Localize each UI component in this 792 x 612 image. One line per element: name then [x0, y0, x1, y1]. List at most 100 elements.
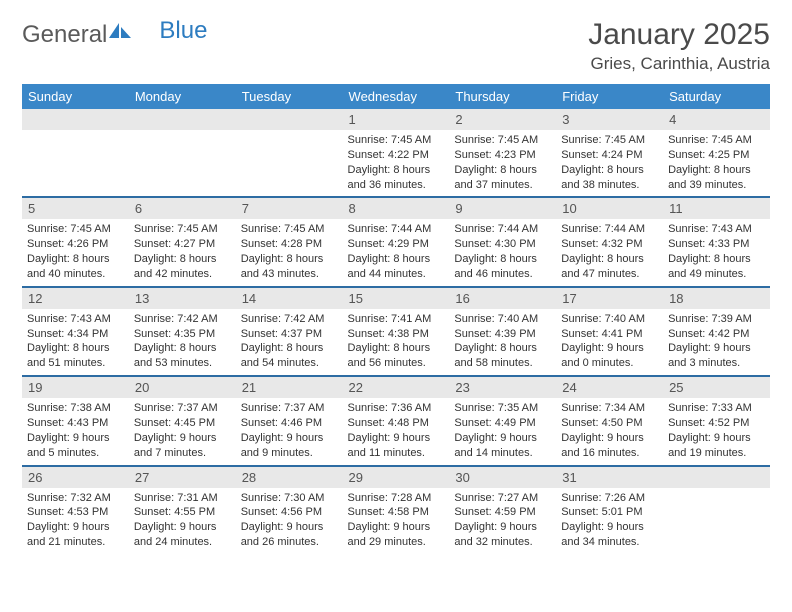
day-number: 30	[449, 467, 556, 488]
day-number: 9	[449, 198, 556, 219]
calendar-cell: 22Sunrise: 7:36 AMSunset: 4:48 PMDayligh…	[343, 376, 450, 465]
calendar-cell: 1Sunrise: 7:45 AMSunset: 4:22 PMDaylight…	[343, 109, 450, 197]
day-details: Sunrise: 7:45 AMSunset: 4:28 PMDaylight:…	[236, 219, 343, 285]
day-details: Sunrise: 7:36 AMSunset: 4:48 PMDaylight:…	[343, 398, 450, 464]
day-number: 20	[129, 377, 236, 398]
calendar-cell: 25Sunrise: 7:33 AMSunset: 4:52 PMDayligh…	[663, 376, 770, 465]
day-number: 28	[236, 467, 343, 488]
day-details: Sunrise: 7:44 AMSunset: 4:30 PMDaylight:…	[449, 219, 556, 285]
day-number: 21	[236, 377, 343, 398]
calendar-cell: 8Sunrise: 7:44 AMSunset: 4:29 PMDaylight…	[343, 197, 450, 286]
day-number: 2	[449, 109, 556, 130]
calendar-cell: 11Sunrise: 7:43 AMSunset: 4:33 PMDayligh…	[663, 197, 770, 286]
day-details: Sunrise: 7:31 AMSunset: 4:55 PMDaylight:…	[129, 488, 236, 554]
weekday-header: Tuesday	[236, 84, 343, 109]
calendar-cell: 24Sunrise: 7:34 AMSunset: 4:50 PMDayligh…	[556, 376, 663, 465]
calendar-cell: 2Sunrise: 7:45 AMSunset: 4:23 PMDaylight…	[449, 109, 556, 197]
weekday-header: Wednesday	[343, 84, 450, 109]
day-details: Sunrise: 7:39 AMSunset: 4:42 PMDaylight:…	[663, 309, 770, 375]
weekday-header: Friday	[556, 84, 663, 109]
day-number: 31	[556, 467, 663, 488]
day-details: Sunrise: 7:26 AMSunset: 5:01 PMDaylight:…	[556, 488, 663, 554]
calendar-row: 26Sunrise: 7:32 AMSunset: 4:53 PMDayligh…	[22, 466, 770, 554]
day-details: Sunrise: 7:45 AMSunset: 4:23 PMDaylight:…	[449, 130, 556, 196]
calendar-cell: 23Sunrise: 7:35 AMSunset: 4:49 PMDayligh…	[449, 376, 556, 465]
day-details: Sunrise: 7:30 AMSunset: 4:56 PMDaylight:…	[236, 488, 343, 554]
day-number: 6	[129, 198, 236, 219]
calendar-cell: 18Sunrise: 7:39 AMSunset: 4:42 PMDayligh…	[663, 287, 770, 376]
day-number-empty	[22, 109, 129, 130]
day-details: Sunrise: 7:40 AMSunset: 4:39 PMDaylight:…	[449, 309, 556, 375]
day-number: 24	[556, 377, 663, 398]
day-number: 26	[22, 467, 129, 488]
day-details: Sunrise: 7:45 AMSunset: 4:24 PMDaylight:…	[556, 130, 663, 196]
calendar-cell: 6Sunrise: 7:45 AMSunset: 4:27 PMDaylight…	[129, 197, 236, 286]
day-details: Sunrise: 7:28 AMSunset: 4:58 PMDaylight:…	[343, 488, 450, 554]
calendar-cell: 4Sunrise: 7:45 AMSunset: 4:25 PMDaylight…	[663, 109, 770, 197]
calendar-cell: 16Sunrise: 7:40 AMSunset: 4:39 PMDayligh…	[449, 287, 556, 376]
calendar-cell: 12Sunrise: 7:43 AMSunset: 4:34 PMDayligh…	[22, 287, 129, 376]
weekday-header: Sunday	[22, 84, 129, 109]
day-details: Sunrise: 7:27 AMSunset: 4:59 PMDaylight:…	[449, 488, 556, 554]
page-header: General Blue January 2025 Gries, Carinth…	[22, 18, 770, 74]
day-details: Sunrise: 7:37 AMSunset: 4:46 PMDaylight:…	[236, 398, 343, 464]
calendar-cell: 14Sunrise: 7:42 AMSunset: 4:37 PMDayligh…	[236, 287, 343, 376]
calendar-cell: 21Sunrise: 7:37 AMSunset: 4:46 PMDayligh…	[236, 376, 343, 465]
day-number: 1	[343, 109, 450, 130]
day-details: Sunrise: 7:45 AMSunset: 4:27 PMDaylight:…	[129, 219, 236, 285]
day-details: Sunrise: 7:40 AMSunset: 4:41 PMDaylight:…	[556, 309, 663, 375]
page-title: January 2025	[588, 18, 770, 52]
calendar-cell: 26Sunrise: 7:32 AMSunset: 4:53 PMDayligh…	[22, 466, 129, 554]
calendar-cell: 10Sunrise: 7:44 AMSunset: 4:32 PMDayligh…	[556, 197, 663, 286]
day-number: 23	[449, 377, 556, 398]
day-number: 3	[556, 109, 663, 130]
calendar-cell: 9Sunrise: 7:44 AMSunset: 4:30 PMDaylight…	[449, 197, 556, 286]
calendar-cell: 13Sunrise: 7:42 AMSunset: 4:35 PMDayligh…	[129, 287, 236, 376]
day-number: 8	[343, 198, 450, 219]
day-details: Sunrise: 7:35 AMSunset: 4:49 PMDaylight:…	[449, 398, 556, 464]
calendar-cell: 31Sunrise: 7:26 AMSunset: 5:01 PMDayligh…	[556, 466, 663, 554]
day-number: 17	[556, 288, 663, 309]
day-details: Sunrise: 7:32 AMSunset: 4:53 PMDaylight:…	[22, 488, 129, 554]
day-number: 29	[343, 467, 450, 488]
day-number: 27	[129, 467, 236, 488]
day-details: Sunrise: 7:45 AMSunset: 4:25 PMDaylight:…	[663, 130, 770, 196]
day-number: 15	[343, 288, 450, 309]
day-number: 13	[129, 288, 236, 309]
day-number: 11	[663, 198, 770, 219]
day-number-empty	[129, 109, 236, 130]
calendar-cell	[22, 109, 129, 197]
day-number: 5	[22, 198, 129, 219]
day-details: Sunrise: 7:42 AMSunset: 4:37 PMDaylight:…	[236, 309, 343, 375]
sail-icon	[109, 18, 131, 46]
day-number: 18	[663, 288, 770, 309]
calendar-cell	[236, 109, 343, 197]
day-number: 10	[556, 198, 663, 219]
day-details: Sunrise: 7:45 AMSunset: 4:26 PMDaylight:…	[22, 219, 129, 285]
day-number: 14	[236, 288, 343, 309]
calendar-cell: 20Sunrise: 7:37 AMSunset: 4:45 PMDayligh…	[129, 376, 236, 465]
title-block: January 2025 Gries, Carinthia, Austria	[588, 18, 770, 74]
calendar-cell: 15Sunrise: 7:41 AMSunset: 4:38 PMDayligh…	[343, 287, 450, 376]
calendar-cell: 3Sunrise: 7:45 AMSunset: 4:24 PMDaylight…	[556, 109, 663, 197]
day-details: Sunrise: 7:45 AMSunset: 4:22 PMDaylight:…	[343, 130, 450, 196]
weekday-header: Thursday	[449, 84, 556, 109]
calendar-row: 1Sunrise: 7:45 AMSunset: 4:22 PMDaylight…	[22, 109, 770, 197]
day-number: 4	[663, 109, 770, 130]
calendar-cell: 29Sunrise: 7:28 AMSunset: 4:58 PMDayligh…	[343, 466, 450, 554]
calendar-row: 5Sunrise: 7:45 AMSunset: 4:26 PMDaylight…	[22, 197, 770, 286]
day-details: Sunrise: 7:41 AMSunset: 4:38 PMDaylight:…	[343, 309, 450, 375]
calendar-cell	[129, 109, 236, 197]
calendar-row: 12Sunrise: 7:43 AMSunset: 4:34 PMDayligh…	[22, 287, 770, 376]
calendar-cell: 28Sunrise: 7:30 AMSunset: 4:56 PMDayligh…	[236, 466, 343, 554]
brand-part2: Blue	[159, 17, 207, 45]
day-number-empty	[236, 109, 343, 130]
calendar-body: 1Sunrise: 7:45 AMSunset: 4:22 PMDaylight…	[22, 109, 770, 554]
brand-part1: General	[22, 21, 107, 49]
day-number-empty	[663, 467, 770, 488]
calendar-row: 19Sunrise: 7:38 AMSunset: 4:43 PMDayligh…	[22, 376, 770, 465]
calendar-cell: 19Sunrise: 7:38 AMSunset: 4:43 PMDayligh…	[22, 376, 129, 465]
day-number: 22	[343, 377, 450, 398]
day-number: 19	[22, 377, 129, 398]
day-details: Sunrise: 7:37 AMSunset: 4:45 PMDaylight:…	[129, 398, 236, 464]
